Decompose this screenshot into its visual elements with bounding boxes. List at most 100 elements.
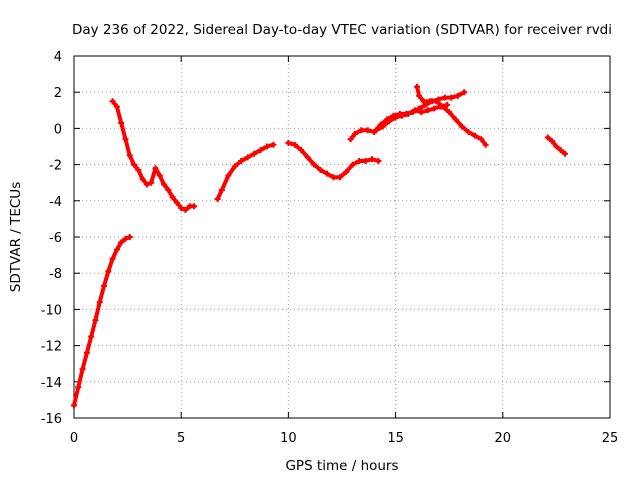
data-point xyxy=(139,176,146,183)
data-point xyxy=(71,402,77,409)
grid-lines xyxy=(74,56,610,418)
y-tick-label: 0 xyxy=(54,122,62,137)
data-point xyxy=(386,118,393,125)
data-point xyxy=(369,156,376,163)
y-tick-label: -16 xyxy=(41,412,62,427)
data-point xyxy=(135,167,142,174)
data-point xyxy=(122,136,129,143)
data-point xyxy=(298,147,305,154)
data-point xyxy=(431,105,438,112)
data-point xyxy=(122,235,129,242)
data-point xyxy=(225,172,232,179)
data-point xyxy=(416,92,423,99)
data-point xyxy=(441,94,448,101)
data-point xyxy=(251,150,258,157)
data-point xyxy=(452,116,459,123)
data-point xyxy=(444,101,451,108)
data-point xyxy=(420,98,427,105)
data-point xyxy=(561,150,568,157)
x-axis-label: GPS time / hours xyxy=(285,458,398,474)
data-point xyxy=(454,92,461,99)
data-point xyxy=(88,333,95,340)
data-point xyxy=(347,136,354,143)
data-point xyxy=(482,141,489,148)
data-point xyxy=(238,157,245,164)
data-point xyxy=(330,174,337,181)
data-point xyxy=(323,170,330,177)
data-point xyxy=(358,127,365,134)
data-point xyxy=(231,163,238,170)
data-point xyxy=(143,181,150,188)
data-point xyxy=(411,107,418,114)
data-point xyxy=(214,195,221,202)
data-point xyxy=(96,299,103,306)
data-point xyxy=(471,132,478,139)
data-point xyxy=(544,134,551,141)
data-point xyxy=(557,147,564,154)
data-point xyxy=(448,94,455,101)
data-point xyxy=(126,234,133,240)
data-point xyxy=(161,181,168,188)
y-tick-label: 4 xyxy=(54,50,62,65)
data-point xyxy=(461,89,468,96)
data-point xyxy=(362,157,369,164)
data-point xyxy=(465,129,472,136)
data-point xyxy=(446,109,453,116)
data-point xyxy=(418,109,425,116)
data-point xyxy=(244,154,251,161)
data-point xyxy=(478,136,485,143)
data-point xyxy=(426,98,433,105)
data-point xyxy=(173,199,180,206)
y-tick-label: -14 xyxy=(41,376,62,391)
data-point xyxy=(263,143,270,150)
data-point xyxy=(336,174,343,181)
data-point xyxy=(553,143,560,150)
data-point xyxy=(165,186,172,193)
y-tick-label: -10 xyxy=(41,303,62,318)
data-point xyxy=(414,83,421,90)
x-tick-label: 10 xyxy=(280,431,297,446)
data-point xyxy=(356,157,363,164)
data-point xyxy=(79,366,86,373)
data-point xyxy=(373,127,380,134)
y-tick-label: 2 xyxy=(54,86,62,101)
data-point xyxy=(285,139,292,146)
x-tick-label: 25 xyxy=(602,431,619,446)
data-point xyxy=(152,165,159,172)
data-point xyxy=(311,161,318,168)
x-tick-label: 0 xyxy=(70,431,78,446)
data-point xyxy=(459,123,466,130)
data-series xyxy=(71,83,568,409)
series-arc-1 xyxy=(72,235,132,408)
data-point xyxy=(105,268,112,275)
data-point xyxy=(351,130,358,137)
data-point xyxy=(399,112,406,119)
data-point xyxy=(113,246,120,253)
chart-title: Day 236 of 2022, Sidereal Day-to-day VTE… xyxy=(72,22,612,38)
data-point xyxy=(270,141,277,148)
y-axis-label: SDTVAR / TECUs xyxy=(8,182,24,292)
data-point xyxy=(109,255,116,262)
data-point xyxy=(364,127,371,134)
data-point xyxy=(549,138,556,145)
y-tick-label: -2 xyxy=(49,159,62,174)
x-tick-label: 15 xyxy=(387,431,404,446)
y-tick-label: -4 xyxy=(49,195,62,210)
data-point xyxy=(291,141,298,148)
data-point xyxy=(148,179,155,186)
data-point xyxy=(101,282,108,289)
data-point xyxy=(392,114,399,121)
data-point xyxy=(118,239,125,246)
data-point xyxy=(349,161,356,168)
y-tick-label: -8 xyxy=(49,267,62,282)
data-point xyxy=(343,168,350,175)
x-tick-label: 5 xyxy=(177,431,185,446)
x-tick-label: 20 xyxy=(495,431,512,446)
series-arc-2 xyxy=(110,99,197,212)
data-point xyxy=(218,186,225,193)
data-point xyxy=(304,154,311,161)
data-point xyxy=(109,98,116,105)
data-point xyxy=(178,205,185,212)
